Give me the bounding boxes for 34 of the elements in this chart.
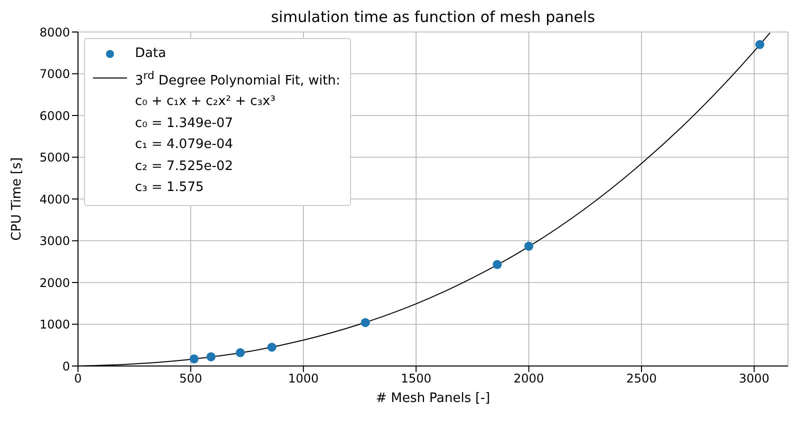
- annotation: c₃ = 1.575: [134, 179, 205, 198]
- y-tick-label: 1000: [39, 318, 70, 332]
- annotation: c₀ + c₁x + c₂x² + c₃x³: [134, 93, 276, 112]
- point: [206, 352, 216, 362]
- y-tick-label: 6000: [39, 108, 70, 123]
- chart-title: simulation time as function of mesh panels: [270, 8, 596, 26]
- x-tick-label: 500: [179, 372, 202, 386]
- y-tick-label: 3000: [39, 234, 70, 248]
- y-tick-label: 8000: [39, 25, 70, 40]
- point: [267, 342, 276, 352]
- x-tick-label: 1000: [288, 372, 319, 386]
- y-tick-label: 0: [62, 359, 70, 374]
- y-tick-label: 2000: [39, 276, 70, 290]
- x-tick-label: 1500: [400, 372, 432, 386]
- point: [360, 318, 370, 328]
- point: [190, 354, 199, 364]
- x-tick-label: 0: [74, 372, 82, 386]
- annotation: c₁ = 4.079e-04: [134, 136, 234, 154]
- point: [492, 260, 502, 270]
- x-tick-label: 2000: [514, 372, 544, 386]
- annotation: c₂ = 7.525e-02: [134, 158, 234, 176]
- legend-label: 3$^{rd}$ Degree Polynomial Fit, with:: [135, 68, 340, 90]
- annotation: c₀ = 1.349e-07: [134, 114, 234, 133]
- x-tick-label: 2500: [626, 372, 657, 386]
- y-tick-label: 4000: [39, 192, 70, 206]
- x-axis-title: # Mesh Panels [-]: [376, 391, 490, 406]
- y-tick-label: 7000: [39, 67, 70, 82]
- legend-label: Data: [135, 45, 166, 63]
- point: [755, 40, 764, 50]
- point: [236, 348, 245, 358]
- y-axis-title: CPU Time [s]: [10, 157, 25, 241]
- y-tick-label: 5000: [39, 150, 70, 165]
- point: [524, 242, 534, 251]
- x-tick-label: 3000: [738, 372, 770, 386]
